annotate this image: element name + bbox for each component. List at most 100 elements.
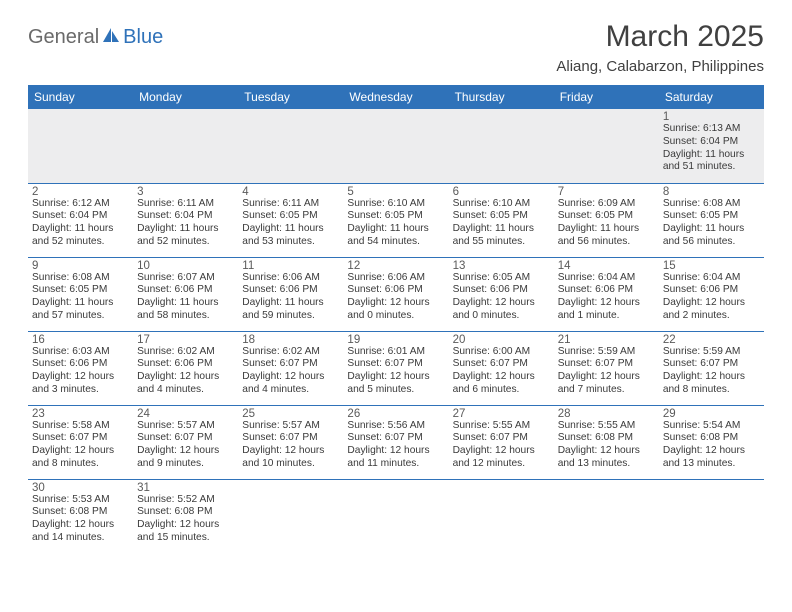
sunset-text: Sunset: 6:06 PM (32, 358, 129, 371)
calendar-cell: 8Sunrise: 6:08 AMSunset: 6:05 PMDaylight… (659, 183, 764, 257)
calendar-cell: 25Sunrise: 5:57 AMSunset: 6:07 PMDayligh… (238, 405, 343, 479)
daylight-text: and 0 minutes. (347, 310, 444, 323)
sunset-text: Sunset: 6:04 PM (137, 210, 234, 223)
daylight-text: and 53 minutes. (242, 236, 339, 249)
calendar-cell: 16Sunrise: 6:03 AMSunset: 6:06 PMDayligh… (28, 331, 133, 405)
sunrise-text: Sunrise: 5:53 AM (32, 494, 129, 507)
sunrise-text: Sunrise: 5:55 AM (453, 420, 550, 433)
daylight-text: Daylight: 12 hours (558, 445, 655, 458)
day-number: 15 (663, 260, 760, 272)
day-number: 7 (558, 186, 655, 198)
title-block: March 2025 Aliang, Calabarzon, Philippin… (556, 20, 764, 75)
daylight-text: and 52 minutes. (137, 236, 234, 249)
daylight-text: Daylight: 11 hours (137, 223, 234, 236)
daylight-text: Daylight: 12 hours (32, 445, 129, 458)
sunset-text: Sunset: 6:07 PM (137, 432, 234, 445)
sunset-text: Sunset: 6:05 PM (663, 210, 760, 223)
sunset-text: Sunset: 6:05 PM (453, 210, 550, 223)
sunset-text: Sunset: 6:06 PM (453, 284, 550, 297)
sunrise-text: Sunrise: 6:02 AM (137, 346, 234, 359)
month-title: March 2025 (556, 20, 764, 54)
calendar-cell: 3Sunrise: 6:11 AMSunset: 6:04 PMDaylight… (133, 183, 238, 257)
sunset-text: Sunset: 6:07 PM (558, 358, 655, 371)
logo-text-general: General (28, 26, 99, 49)
sunset-text: Sunset: 6:05 PM (32, 284, 129, 297)
sunrise-text: Sunrise: 6:10 AM (347, 198, 444, 211)
weekday-header-row: Sunday Monday Tuesday Wednesday Thursday… (28, 85, 764, 109)
day-number: 12 (347, 260, 444, 272)
day-number: 30 (32, 482, 129, 494)
daylight-text: and 13 minutes. (663, 458, 760, 471)
day-number: 21 (558, 334, 655, 346)
sunset-text: Sunset: 6:07 PM (663, 358, 760, 371)
daylight-text: and 2 minutes. (663, 310, 760, 323)
sail-icon (101, 26, 121, 49)
sunset-text: Sunset: 6:08 PM (663, 432, 760, 445)
daylight-text: Daylight: 12 hours (558, 371, 655, 384)
calendar-cell: 26Sunrise: 5:56 AMSunset: 6:07 PMDayligh… (343, 405, 448, 479)
sunset-text: Sunset: 6:08 PM (137, 506, 234, 519)
daylight-text: Daylight: 12 hours (32, 371, 129, 384)
sunset-text: Sunset: 6:05 PM (558, 210, 655, 223)
sunrise-text: Sunrise: 6:03 AM (32, 346, 129, 359)
daylight-text: and 57 minutes. (32, 310, 129, 323)
sunrise-text: Sunrise: 5:57 AM (137, 420, 234, 433)
daylight-text: Daylight: 12 hours (453, 371, 550, 384)
calendar-cell: 14Sunrise: 6:04 AMSunset: 6:06 PMDayligh… (554, 257, 659, 331)
col-tuesday: Tuesday (238, 85, 343, 109)
day-number: 24 (137, 408, 234, 420)
calendar-cell: 19Sunrise: 6:01 AMSunset: 6:07 PMDayligh… (343, 331, 448, 405)
day-number: 28 (558, 408, 655, 420)
daylight-text: and 54 minutes. (347, 236, 444, 249)
sunrise-text: Sunrise: 5:56 AM (347, 420, 444, 433)
sunrise-text: Sunrise: 6:11 AM (242, 198, 339, 211)
daylight-text: and 15 minutes. (137, 532, 234, 545)
daylight-text: and 51 minutes. (663, 161, 760, 174)
daylight-text: and 11 minutes. (347, 458, 444, 471)
sunset-text: Sunset: 6:06 PM (347, 284, 444, 297)
sunrise-text: Sunrise: 5:59 AM (663, 346, 760, 359)
daylight-text: and 5 minutes. (347, 384, 444, 397)
col-monday: Monday (133, 85, 238, 109)
daylight-text: and 0 minutes. (453, 310, 550, 323)
daylight-text: Daylight: 11 hours (242, 297, 339, 310)
calendar-cell: 22Sunrise: 5:59 AMSunset: 6:07 PMDayligh… (659, 331, 764, 405)
daylight-text: and 58 minutes. (137, 310, 234, 323)
daylight-text: and 56 minutes. (558, 236, 655, 249)
calendar-row: 23Sunrise: 5:58 AMSunset: 6:07 PMDayligh… (28, 405, 764, 479)
sunset-text: Sunset: 6:06 PM (137, 358, 234, 371)
daylight-text: and 4 minutes. (242, 384, 339, 397)
daylight-text: and 12 minutes. (453, 458, 550, 471)
calendar-cell: 24Sunrise: 5:57 AMSunset: 6:07 PMDayligh… (133, 405, 238, 479)
calendar-cell (343, 479, 448, 553)
calendar-cell: 27Sunrise: 5:55 AMSunset: 6:07 PMDayligh… (449, 405, 554, 479)
daylight-text: Daylight: 12 hours (347, 445, 444, 458)
calendar-cell: 11Sunrise: 6:06 AMSunset: 6:06 PMDayligh… (238, 257, 343, 331)
sunset-text: Sunset: 6:05 PM (242, 210, 339, 223)
daylight-text: Daylight: 12 hours (32, 519, 129, 532)
day-number: 31 (137, 482, 234, 494)
sunset-text: Sunset: 6:06 PM (137, 284, 234, 297)
calendar-cell: 9Sunrise: 6:08 AMSunset: 6:05 PMDaylight… (28, 257, 133, 331)
sunset-text: Sunset: 6:07 PM (347, 358, 444, 371)
sunset-text: Sunset: 6:06 PM (663, 284, 760, 297)
calendar-cell: 28Sunrise: 5:55 AMSunset: 6:08 PMDayligh… (554, 405, 659, 479)
day-number: 5 (347, 186, 444, 198)
day-number: 27 (453, 408, 550, 420)
calendar-table: Sunday Monday Tuesday Wednesday Thursday… (28, 85, 764, 553)
sunrise-text: Sunrise: 6:09 AM (558, 198, 655, 211)
daylight-text: Daylight: 11 hours (242, 223, 339, 236)
day-number: 26 (347, 408, 444, 420)
sunset-text: Sunset: 6:06 PM (558, 284, 655, 297)
daylight-text: Daylight: 12 hours (663, 445, 760, 458)
day-number: 18 (242, 334, 339, 346)
day-number: 14 (558, 260, 655, 272)
sunrise-text: Sunrise: 5:55 AM (558, 420, 655, 433)
sunset-text: Sunset: 6:08 PM (558, 432, 655, 445)
calendar-cell: 10Sunrise: 6:07 AMSunset: 6:06 PMDayligh… (133, 257, 238, 331)
daylight-text: Daylight: 11 hours (137, 297, 234, 310)
day-number: 6 (453, 186, 550, 198)
calendar-cell (659, 479, 764, 553)
daylight-text: and 3 minutes. (32, 384, 129, 397)
sunset-text: Sunset: 6:06 PM (242, 284, 339, 297)
